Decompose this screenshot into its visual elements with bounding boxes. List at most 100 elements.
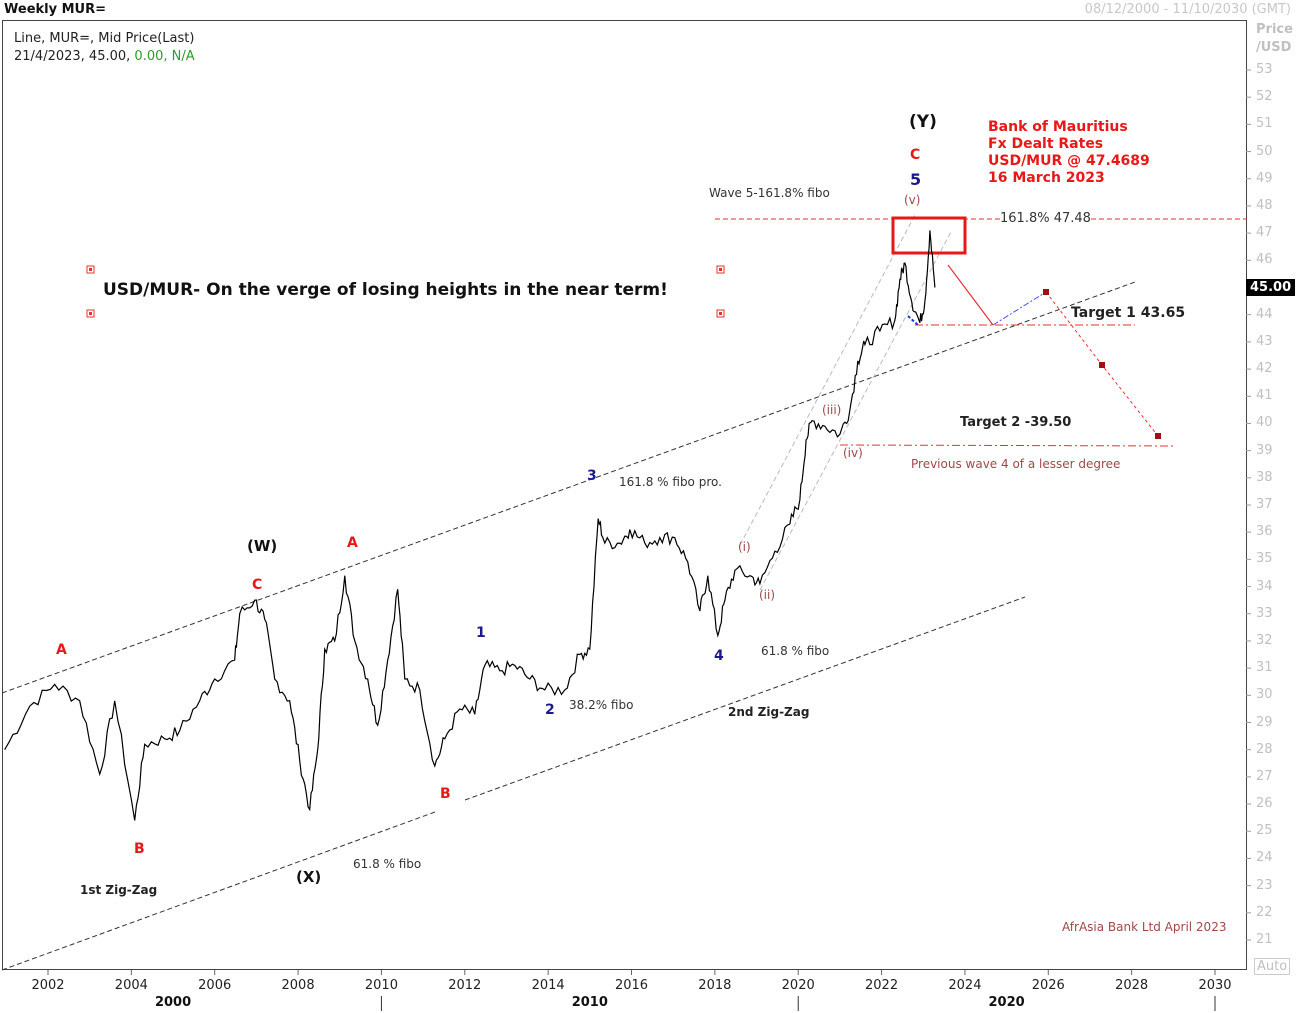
headline-marker — [86, 265, 95, 274]
y-tick-label: 26 — [1256, 796, 1273, 812]
decade-label: 2010 — [571, 995, 608, 1010]
y-tick-label: 30 — [1256, 687, 1273, 703]
legend-values: 21/4/2023, 45.00, 0.00, N/A — [14, 48, 195, 66]
wave-label: 1 — [476, 625, 486, 641]
axes — [1246, 69, 1251, 941]
x-tick-label: 2018 — [698, 978, 732, 993]
y-tick-label: 44 — [1256, 306, 1273, 322]
y-tick-label: 52 — [1256, 89, 1273, 105]
bank-note-line: 16 March 2023 — [988, 170, 1105, 186]
wave-label: 4 — [714, 648, 724, 664]
projection-up — [992, 291, 1047, 326]
y-axis-unit-1: Price — [1256, 22, 1293, 37]
wave-label: (W) — [247, 537, 278, 555]
x-tick-label: 2008 — [281, 978, 315, 993]
y-tick-label: 49 — [1256, 170, 1273, 186]
headline-marker — [716, 309, 725, 318]
y-tick-label: 51 — [1256, 116, 1273, 132]
x-tick-label: 2028 — [1115, 978, 1149, 993]
y-tick-label: 24 — [1256, 850, 1273, 866]
y-tick-label: 22 — [1256, 904, 1273, 920]
y-tick-label: 38 — [1256, 469, 1273, 485]
x-tick-label: 2012 — [448, 978, 482, 993]
fibo-382-label: 38.2% fibo — [569, 698, 634, 712]
legend-change: 0.00, N/A — [134, 49, 195, 64]
y-tick-label: 31 — [1256, 660, 1273, 676]
y-tick-label: 28 — [1256, 741, 1273, 757]
wave-label: (v) — [904, 193, 921, 207]
y-axis-unit-2: /USD — [1256, 40, 1292, 55]
target2-label: Target 2 -39.50 — [960, 415, 1072, 430]
projection-down-1 — [947, 264, 994, 326]
wave-label: C — [910, 147, 921, 163]
y-tick-label: 21 — [1256, 932, 1273, 947]
wave5-fibo-label: Wave 5-161.8% fibo — [709, 186, 830, 200]
wave-label: C — [252, 577, 263, 593]
bank-note-line: USD/MUR @ 47.4689 — [988, 153, 1150, 169]
wave-label: 3 — [587, 468, 597, 484]
fibo-pro-label: 161.8 % fibo pro. — [619, 475, 722, 489]
auto-scale-button[interactable]: Auto — [1254, 958, 1291, 975]
date-range: 08/12/2000 - 11/10/2030 (GMT) — [1084, 2, 1291, 17]
x-tick-label: 2026 — [1031, 978, 1065, 993]
y-tick-label: 23 — [1256, 877, 1273, 893]
legend-series: Line, MUR=, Mid Price(Last) — [14, 31, 195, 46]
chart-title: Weekly MUR= — [4, 2, 107, 17]
wave-ii-marker — [907, 315, 919, 326]
y-tick-label: 40 — [1256, 415, 1273, 431]
x-tick-label: 2022 — [865, 978, 899, 993]
fibo-618-label: 61.8 % fibo — [353, 857, 422, 871]
x-tick-label: 2020 — [781, 978, 815, 993]
target1-label: Target 1 43.65 — [1071, 305, 1186, 321]
zigzag2-label: 2nd Zig-Zag — [728, 705, 810, 719]
wave-label: B — [440, 786, 451, 802]
wave-label: (i) — [738, 540, 751, 554]
y-tick-label: 34 — [1256, 578, 1273, 594]
headline-marker — [86, 309, 95, 318]
y-tick-label: 47 — [1256, 225, 1273, 241]
x-tick-label: 2010 — [364, 978, 398, 993]
price-line — [4, 230, 936, 821]
target2-line — [839, 444, 1176, 447]
y-tick-label: 42 — [1256, 361, 1273, 377]
legend-date-price: 21/4/2023, 45.00, — [14, 49, 131, 64]
y-tick-label: 36 — [1256, 524, 1273, 540]
y-tick-label: 46 — [1256, 252, 1273, 268]
y-tick-label: 29 — [1256, 714, 1273, 730]
headline-marker — [716, 265, 725, 274]
plot-area[interactable] — [2, 20, 1247, 970]
upper-channel-line — [1, 281, 1136, 694]
wave-label: (ii) — [759, 588, 776, 602]
y-tick-label: 53 — [1256, 62, 1273, 77]
wave-label: 2 — [545, 702, 555, 718]
lower-channel-line-2 — [464, 596, 1026, 801]
current-price-box: 45.00 — [1246, 279, 1296, 296]
bank-note-line: Bank of Mauritius — [988, 119, 1128, 135]
prev-wave4-label: Previous wave 4 of a lesser degree — [911, 457, 1121, 471]
lower-channel-line-1 — [1, 811, 436, 971]
wave-channel-line-2 — [759, 229, 953, 591]
wave-channel-line-1 — [739, 214, 916, 546]
y-tick-label: 37 — [1256, 497, 1273, 512]
x-tick-label: 2004 — [114, 978, 148, 993]
wave-label: (X) — [296, 868, 322, 886]
fibo-618-label: 61.8 % fibo — [761, 644, 830, 658]
x-tick-label: 2030 — [1198, 978, 1232, 993]
x-tick-label: 2006 — [198, 978, 232, 993]
x-axis-ticks — [47, 970, 1216, 1011]
wave-label: (iv) — [843, 446, 863, 460]
credit-label: AfrAsia Bank Ltd April 2023 — [1062, 920, 1227, 934]
y-tick-label: 39 — [1256, 442, 1273, 458]
decade-label: 2020 — [988, 995, 1025, 1010]
y-tick-label: 33 — [1256, 605, 1273, 621]
projection-point — [1043, 289, 1049, 295]
wave-label: (iii) — [822, 403, 842, 417]
projection-point — [1099, 362, 1105, 368]
wave-label: A — [56, 642, 67, 658]
fibo-level-label: 161.8% 47.48 — [1000, 211, 1091, 226]
y-tick-label: 25 — [1256, 823, 1273, 839]
decade-label: 2000 — [154, 995, 192, 1010]
wave-label: (Y) — [909, 112, 937, 132]
y-tick-label: 43 — [1256, 333, 1273, 349]
